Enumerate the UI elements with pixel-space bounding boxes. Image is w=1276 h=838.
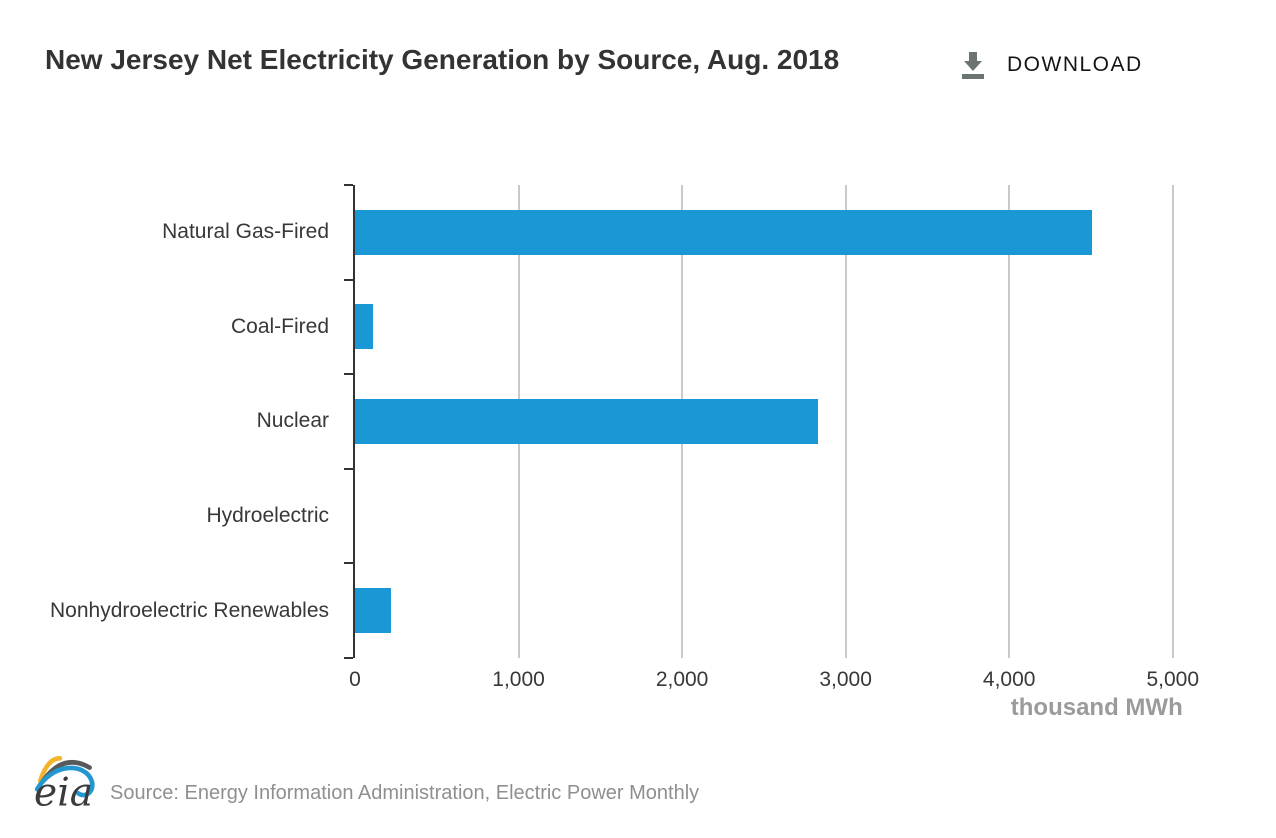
gridline-5000 (1171, 185, 1174, 658)
source-text: Source: Energy Information Administratio… (110, 782, 700, 804)
logo-arc-gold (37, 756, 63, 784)
y-axis-tick (344, 562, 353, 565)
bar-natural-gas-fired[interactable] (355, 209, 1092, 255)
x-tick-label-4000: 4,000 (982, 668, 1036, 691)
x-axis-ticks: 0 1,000 2,000 3,000 4,000 5,000 (349, 658, 1212, 692)
bar-nonhydroelectric-renewables[interactable] (355, 588, 392, 634)
x-tick-label-0: 0 (349, 668, 361, 691)
x-axis-title: thousand MWh (1010, 694, 1183, 721)
x-tick-label-1000: 1,000 (492, 668, 545, 691)
download-icon (962, 52, 984, 79)
y-axis-tick (344, 278, 353, 281)
gridline-4000 (1008, 185, 1011, 658)
y-axis-tick (344, 467, 353, 470)
y-label-natural-gas-fired: Natural Gas-Fired (162, 220, 329, 244)
download-label: DOWNLOAD (1007, 53, 1143, 76)
gridline-3000 (844, 185, 847, 658)
y-axis-labels: Natural Gas-Fired Coal-Fired Nuclear Hydroe… (0, 185, 341, 658)
plot-area: 0 1,000 2,000 3,000 4,000 5,000 thousand MWh (344, 184, 1212, 721)
eia-logo: eia (34, 756, 95, 814)
y-label-nonhydroelectric-renewables: Nonhydroelectric Renewables (50, 598, 329, 622)
y-axis-tick (344, 657, 353, 659)
bar-nuclear[interactable] (355, 399, 818, 444)
download-button[interactable]: DOWNLOAD (956, 48, 1143, 82)
y-axis-tick (344, 373, 353, 376)
y-label-nuclear: Nuclear (256, 409, 329, 433)
x-tick-label-2000: 2,000 (655, 668, 709, 691)
logo-text: eia (34, 771, 93, 814)
y-label-hydroelectric: Hydroelectric (206, 504, 329, 528)
x-tick-label-5000: 5,000 (1146, 668, 1200, 691)
bar-coal-fired[interactable] (355, 304, 374, 350)
x-tick-label-3000: 3,000 (819, 668, 872, 691)
y-axis-tick (344, 184, 353, 186)
chart-title: New Jersey Net Electricity Generation by… (45, 44, 840, 75)
logo-arc-blue (34, 765, 95, 798)
y-label-coal-fired: Coal-Fired (230, 314, 329, 338)
